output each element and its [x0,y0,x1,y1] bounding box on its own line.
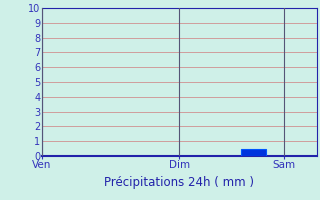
Bar [241,149,266,156]
X-axis label: Précipitations 24h ( mm ): Précipitations 24h ( mm ) [104,176,254,189]
